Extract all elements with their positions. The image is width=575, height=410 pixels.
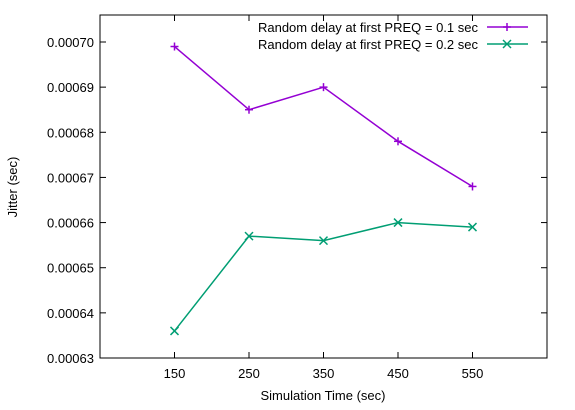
y-tick-label: 0.00064 <box>47 306 94 321</box>
x-axis-label: Simulation Time (sec) <box>261 388 386 403</box>
series-1 <box>170 42 477 191</box>
series-2-point <box>169 326 180 336</box>
legend-sample-series-1 <box>487 23 528 31</box>
x-tick-label: 450 <box>387 366 409 381</box>
legend-marker <box>502 39 512 49</box>
x-tick-label: 150 <box>164 366 186 381</box>
series-2-point <box>318 236 329 246</box>
series-layer <box>169 42 478 336</box>
legend-sample-series-2 <box>487 39 528 49</box>
y-tick-label: 0.00065 <box>47 261 94 276</box>
legend-label-series-1: Random delay at first PREQ = 0.1 sec <box>258 20 479 35</box>
legend-label-series-2: Random delay at first PREQ = 0.2 sec <box>258 37 479 52</box>
series-1-line <box>174 45 473 188</box>
y-tick-label: 0.00069 <box>47 80 94 95</box>
y-axis-ticks: 0.00063 0.00064 0.00065 0.00066 0.00067 0.000… <box>47 35 547 366</box>
legend: Random delay at first PREQ = 0.1 sec Ran… <box>258 20 528 52</box>
y-axis-label: Jitter (sec) <box>5 157 20 218</box>
y-tick-label: 0.00070 <box>47 35 94 50</box>
y-tick-label: 0.00063 <box>47 351 94 366</box>
series-2-point <box>393 218 403 228</box>
series-2-point <box>467 222 478 232</box>
x-tick-label: 250 <box>238 366 260 381</box>
series-2 <box>169 218 478 336</box>
x-tick-label: 550 <box>462 366 484 381</box>
y-tick-label: 0.00067 <box>47 170 94 185</box>
series-2-line <box>173 221 473 332</box>
x-axis-ticks: 150 250 350 450 550 <box>164 15 484 381</box>
x-tick-label: 350 <box>313 366 335 381</box>
series-2-point <box>244 231 254 241</box>
plot-frame <box>99 14 548 359</box>
y-tick-label: 0.00068 <box>47 125 94 140</box>
y-tick-label: 0.00066 <box>47 216 94 231</box>
